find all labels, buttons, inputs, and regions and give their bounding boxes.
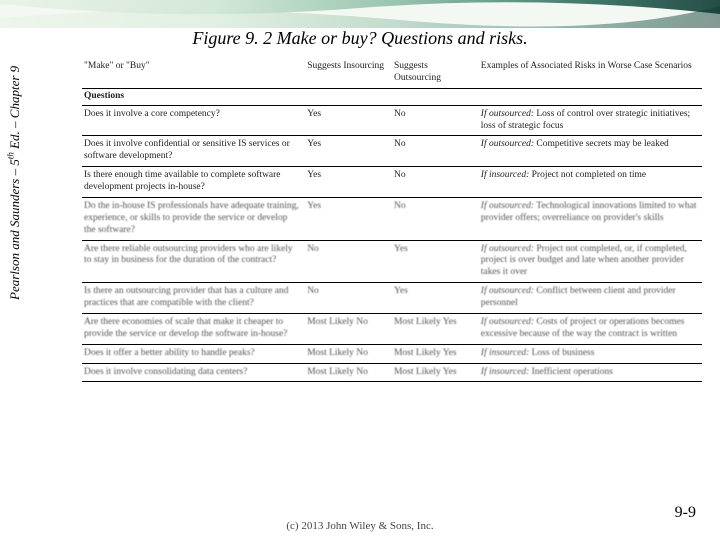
cell-insourcing: No xyxy=(305,283,392,314)
col-header-risks: Examples of Associated Risks in Worse Ca… xyxy=(479,58,702,88)
table-row: Is there an outsourcing provider that ha… xyxy=(82,283,702,314)
cell-outsourcing: No xyxy=(392,105,479,136)
cell-insourcing: Most Likely No xyxy=(305,344,392,363)
make-or-buy-table-container: "Make" or "Buy" Suggests Insourcing Sugg… xyxy=(82,58,702,382)
cell-risk: If insourced: Loss of business xyxy=(479,344,702,363)
make-or-buy-table: "Make" or "Buy" Suggests Insourcing Sugg… xyxy=(82,58,702,382)
sidebar-text: Pearlson and Saunders – 5th Ed. – Chapte… xyxy=(7,66,22,300)
cell-risk: If outsourced: Conflict between client a… xyxy=(479,283,702,314)
risk-lead: If insourced: xyxy=(481,367,529,377)
cell-insourcing: Most Likely No xyxy=(305,313,392,344)
cell-outsourcing: No xyxy=(392,167,479,198)
figure-title: Figure 9. 2 Make or buy? Questions and r… xyxy=(0,28,720,49)
cell-insourcing: Most Likely No xyxy=(305,363,392,382)
cell-risk: If insourced: Project not completed on t… xyxy=(479,167,702,198)
cell-question: Does it offer a better ability to handle… xyxy=(82,344,305,363)
table-row: Do the in-house IS professionals have ad… xyxy=(82,197,702,240)
cell-question: Are there reliable outsourcing providers… xyxy=(82,240,305,283)
risk-lead: If outsourced: xyxy=(481,317,534,327)
table-row: Does it involve consolidating data cente… xyxy=(82,363,702,382)
table-row: Does it offer a better ability to handle… xyxy=(82,344,702,363)
table-row: Does it involve confidential or sensitiv… xyxy=(82,136,702,167)
col-header-insourcing: Suggests Insourcing xyxy=(305,58,392,88)
risk-text: Project not completed on time xyxy=(529,170,646,180)
risk-lead: If outsourced: xyxy=(481,286,534,296)
cell-insourcing: Yes xyxy=(305,167,392,198)
cell-insourcing: Yes xyxy=(305,197,392,240)
table-header: "Make" or "Buy" Suggests Insourcing Sugg… xyxy=(82,58,702,88)
section-row-questions: Questions xyxy=(82,88,702,105)
cell-risk: If outsourced: Loss of control over stra… xyxy=(479,105,702,136)
cell-risk: If outsourced: Costs of project or opera… xyxy=(479,313,702,344)
table-row: Does it involve a core competency?YesNoI… xyxy=(82,105,702,136)
cell-insourcing: Yes xyxy=(305,105,392,136)
cell-question: Is there enough time available to comple… xyxy=(82,167,305,198)
book-edition-label: Pearlson and Saunders – 5th Ed. – Chapte… xyxy=(6,66,23,300)
copyright-text: (c) 2013 John Wiley & Sons, Inc. xyxy=(0,520,720,532)
risk-lead: If insourced: xyxy=(481,348,529,358)
cell-question: Are there economies of scale that make i… xyxy=(82,313,305,344)
cell-risk: If outsourced: Project not completed, or… xyxy=(479,240,702,283)
risk-lead: If outsourced: xyxy=(481,201,534,211)
risk-lead: If outsourced: xyxy=(481,109,534,119)
slide-banner xyxy=(0,0,720,28)
cell-question: Does it involve consolidating data cente… xyxy=(82,363,305,382)
risk-text: Competitive secrets may be leaked xyxy=(534,139,669,149)
cell-outsourcing: Most Likely Yes xyxy=(392,344,479,363)
cell-risk: If outsourced: Technological innovations… xyxy=(479,197,702,240)
risk-lead: If outsourced: xyxy=(481,244,534,254)
cell-question: Do the in-house IS professionals have ad… xyxy=(82,197,305,240)
table-body: QuestionsDoes it involve a core competen… xyxy=(82,88,702,382)
risk-text: Loss of business xyxy=(529,348,594,358)
cell-insourcing: Yes xyxy=(305,136,392,167)
cell-risk: If insourced: Inefficient operations xyxy=(479,363,702,382)
cell-outsourcing: Yes xyxy=(392,283,479,314)
risk-lead: If insourced: xyxy=(481,170,529,180)
cell-outsourcing: No xyxy=(392,197,479,240)
cell-outsourcing: Most Likely Yes xyxy=(392,363,479,382)
cell-outsourcing: Most Likely Yes xyxy=(392,313,479,344)
cell-question: Is there an outsourcing provider that ha… xyxy=(82,283,305,314)
table-row: Are there reliable outsourcing providers… xyxy=(82,240,702,283)
cell-question: Does it involve a core competency? xyxy=(82,105,305,136)
col-header-outsourcing: Suggests Outsourcing xyxy=(392,58,479,88)
cell-insourcing: No xyxy=(305,240,392,283)
page-number: 9-9 xyxy=(675,504,696,522)
cell-outsourcing: No xyxy=(392,136,479,167)
cell-risk: If outsourced: Competitive secrets may b… xyxy=(479,136,702,167)
risk-text: Inefficient operations xyxy=(529,367,613,377)
cell-question: Does it involve confidential or sensitiv… xyxy=(82,136,305,167)
table-row: Is there enough time available to comple… xyxy=(82,167,702,198)
table-row: Are there economies of scale that make i… xyxy=(82,313,702,344)
col-header-question: "Make" or "Buy" xyxy=(82,58,305,88)
section-label: Questions xyxy=(82,88,702,105)
cell-outsourcing: Yes xyxy=(392,240,479,283)
risk-lead: If outsourced: xyxy=(481,139,534,149)
